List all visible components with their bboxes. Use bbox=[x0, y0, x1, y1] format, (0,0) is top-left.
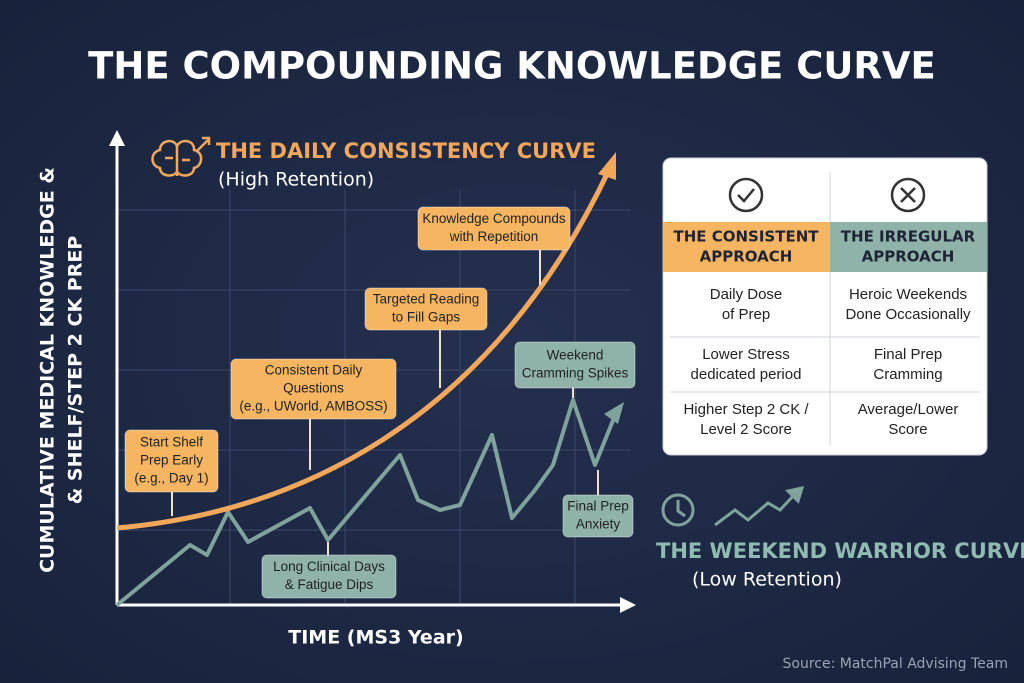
table-cell: Done Occasionally bbox=[845, 306, 971, 323]
cross-icon bbox=[890, 177, 926, 213]
y-axis-label: CUMULATIVE MEDICAL KNOWLEDGE & bbox=[37, 167, 59, 573]
zigzag-icon bbox=[714, 485, 805, 527]
callout-text: Questions bbox=[283, 381, 344, 396]
callout-text: Anxiety bbox=[576, 517, 621, 532]
callout-text: to Fill Gaps bbox=[392, 310, 461, 325]
callout-text: (e.g., Day 1) bbox=[134, 471, 208, 486]
brain-icon bbox=[151, 136, 211, 177]
cross-mark bbox=[900, 187, 916, 203]
consistency-subtitle: (High Retention) bbox=[218, 169, 374, 191]
arrowhead bbox=[598, 152, 616, 180]
warrior-subtitle: (Low Retention) bbox=[692, 569, 842, 591]
callout-text: & Fatigue Dips bbox=[285, 577, 374, 592]
table-cell: Score bbox=[888, 421, 927, 438]
callout-text: Weekend bbox=[547, 348, 604, 363]
clock-icon bbox=[661, 493, 695, 527]
callout-text: with Repetition bbox=[449, 229, 539, 244]
y-axis-label: & SHELF/STEP 2 CK PREP bbox=[65, 236, 87, 505]
table-cell: Daily Dose bbox=[710, 286, 783, 303]
callout-box bbox=[124, 429, 219, 493]
callout-text: Final Prep bbox=[567, 499, 629, 514]
callout-box bbox=[230, 358, 397, 420]
weekend-warrior-curve bbox=[115, 398, 616, 607]
callout-box bbox=[364, 287, 488, 331]
table-cell: Average/Lower bbox=[858, 401, 959, 418]
table-cell: of Prep bbox=[722, 306, 770, 323]
warrior-title: THE WEEKEND WARRIOR CURVE bbox=[656, 539, 1024, 563]
callout-text: Consistent Daily bbox=[265, 363, 363, 378]
callout-box bbox=[562, 494, 634, 538]
table-cell: Higher Step 2 CK / bbox=[683, 401, 809, 418]
header-irregular bbox=[830, 222, 987, 272]
callout-text: (e.g., UWorld, AMBOSS) bbox=[239, 399, 387, 414]
callout-text: Cramming Spikes bbox=[522, 366, 629, 381]
arrowhead bbox=[604, 402, 624, 424]
check-mark bbox=[737, 188, 755, 203]
x-axis-label: TIME (MS3 Year) bbox=[288, 627, 463, 649]
table-lines bbox=[670, 172, 980, 445]
table-header: THE CONSISTENT bbox=[673, 228, 819, 246]
table-cell: Lower Stress bbox=[702, 346, 790, 363]
callout-box bbox=[261, 554, 397, 599]
callout-text: Long Clinical Days bbox=[273, 559, 385, 574]
table-header: APPROACH bbox=[862, 248, 955, 266]
table-cell: Level 2 Score bbox=[700, 421, 792, 438]
check-icon bbox=[728, 177, 764, 213]
callout-text: Prep Early bbox=[140, 453, 203, 468]
callout-text: Targeted Reading bbox=[373, 292, 480, 307]
table-cell: Heroic Weekends bbox=[849, 286, 967, 303]
title: THE COMPOUNDING KNOWLEDGE CURVE bbox=[88, 45, 936, 88]
table-header: THE IRREGULAR bbox=[841, 228, 976, 246]
consistency-curve bbox=[116, 170, 611, 531]
callout-box bbox=[514, 341, 636, 389]
callout-box bbox=[417, 206, 571, 251]
header-consistent bbox=[663, 222, 830, 272]
table-cell: Cramming bbox=[873, 366, 942, 383]
table-cell: dedicated period bbox=[691, 366, 802, 383]
consistency-title: THE DAILY CONSISTENCY CURVE bbox=[216, 139, 596, 163]
callout-text: Start Shelf bbox=[140, 435, 203, 450]
table-cell: Final Prep bbox=[874, 346, 942, 363]
table-header: APPROACH bbox=[700, 248, 793, 266]
callout-text: Knowledge Compounds bbox=[422, 211, 566, 226]
source: Source: MatchPal Advising Team bbox=[783, 656, 1009, 672]
